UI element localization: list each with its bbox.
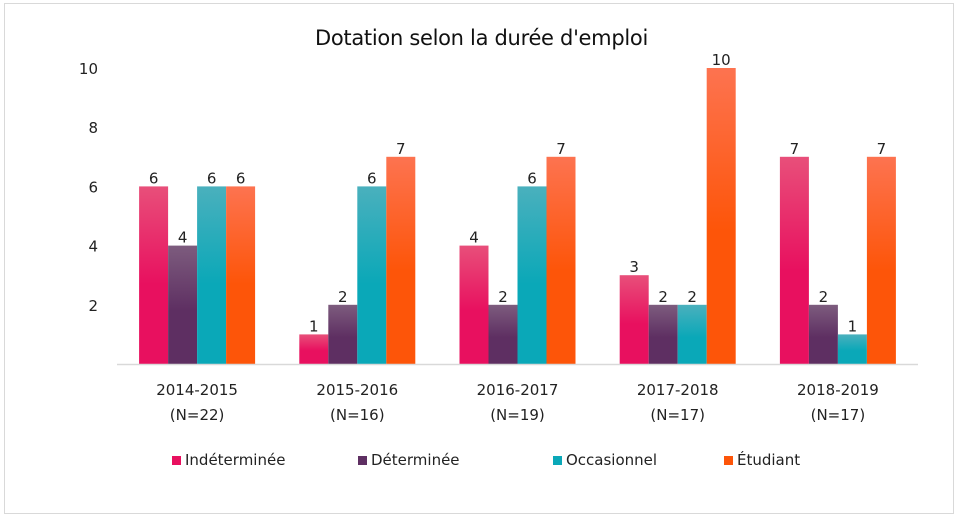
bar: [619, 275, 649, 364]
x-tick-label: 2018-2019: [797, 381, 879, 399]
data-label: 2: [658, 288, 668, 306]
legend-swatch: [172, 455, 181, 465]
legend-swatch: [553, 455, 562, 465]
bar: [197, 186, 227, 364]
bar: [139, 186, 169, 364]
y-tick-label: 4: [88, 238, 98, 256]
legend-label: Étudiant: [737, 451, 801, 469]
data-label: 3: [629, 258, 639, 276]
legend-item: Indéterminée: [172, 451, 285, 469]
data-label: 4: [469, 229, 479, 247]
x-tick-label: (N=17): [650, 406, 705, 424]
data-label: 2: [819, 288, 829, 306]
bar: [866, 156, 896, 364]
data-label: 7: [877, 140, 887, 158]
y-tick-label: 8: [88, 119, 98, 137]
x-tick-label: (N=16): [330, 406, 385, 424]
data-label: 7: [556, 140, 566, 158]
data-label: 10: [712, 51, 731, 69]
legend-label: Indéterminée: [185, 451, 286, 469]
x-tick-label: 2016-2017: [477, 381, 559, 399]
data-label: 1: [309, 317, 319, 335]
data-label: 7: [790, 140, 800, 158]
legend-item: Déterminée: [358, 451, 460, 469]
x-tick-label: 2015-2016: [316, 381, 398, 399]
bar: [357, 186, 387, 364]
bar: [808, 304, 838, 364]
bar: [648, 304, 678, 364]
data-label: 6: [207, 169, 217, 187]
legend-swatch: [358, 455, 367, 465]
bar: [677, 304, 707, 364]
bar: [517, 186, 547, 364]
legend-label: Déterminée: [371, 451, 460, 469]
bar: [328, 304, 358, 364]
data-label: 6: [527, 169, 537, 187]
x-tick-label: (N=17): [811, 406, 866, 424]
data-label: 2: [687, 288, 697, 306]
legend-item: Occasionnel: [553, 451, 657, 469]
y-tick-label: 2: [88, 297, 98, 315]
bar: [779, 156, 809, 364]
legend-swatch: [724, 455, 733, 465]
y-tick-label: 6: [88, 178, 98, 196]
data-label: 1: [848, 317, 858, 335]
legend-label: Occasionnel: [566, 451, 658, 469]
bar: [459, 245, 489, 364]
x-tick-label: 2017-2018: [637, 381, 719, 399]
bar: [226, 186, 256, 364]
data-label: 6: [367, 169, 377, 187]
data-label: 6: [236, 169, 246, 187]
bar: [299, 334, 329, 364]
chart-title: Dotation selon la durée d'emploi: [315, 26, 648, 50]
x-tick-label: 2014-2015: [156, 381, 238, 399]
bar: [168, 245, 198, 364]
data-label: 2: [498, 288, 508, 306]
legend-item: Étudiant: [724, 451, 800, 469]
bar: [706, 68, 736, 364]
legend: Indéterminée Déterminée Occasionnel Étudian…: [0, 451, 963, 471]
data-label: 4: [178, 229, 188, 247]
data-label: 7: [396, 140, 406, 158]
x-tick-label: (N=19): [490, 406, 545, 424]
bar: [837, 334, 867, 364]
y-tick-label: 10: [79, 60, 98, 78]
bar: [546, 156, 576, 364]
x-tick-label: (N=22): [170, 406, 225, 424]
bar: [386, 156, 416, 364]
data-label: 6: [149, 169, 159, 187]
bar: [488, 304, 518, 364]
data-label: 2: [338, 288, 348, 306]
